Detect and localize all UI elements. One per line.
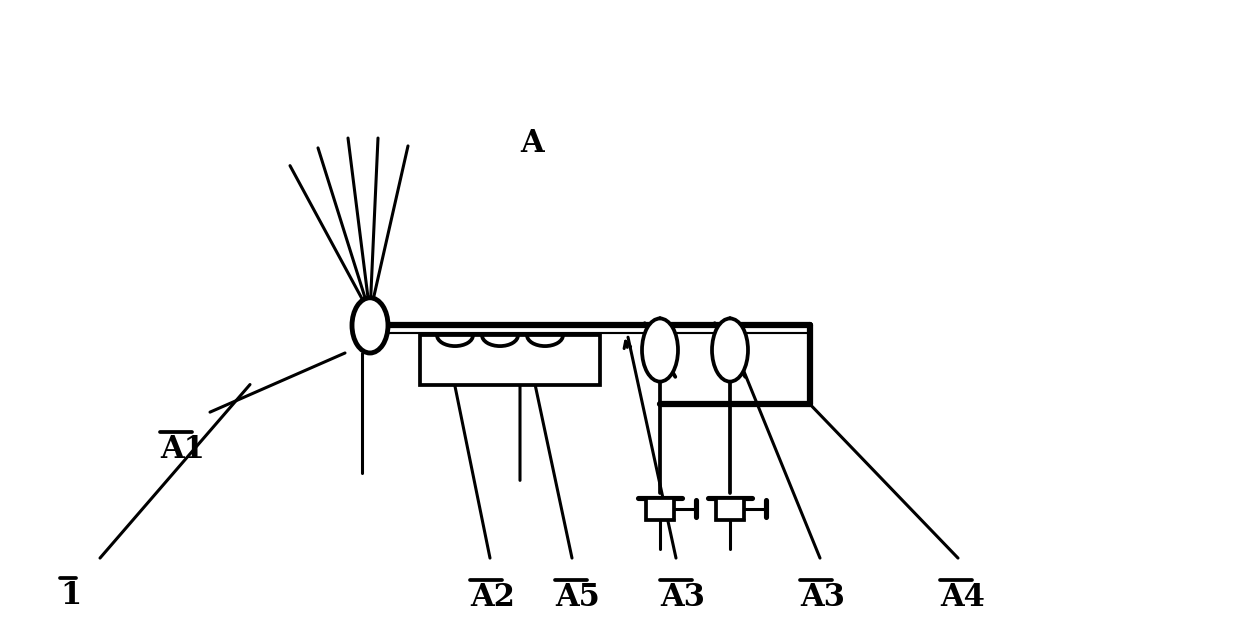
Text: 1: 1	[59, 580, 81, 611]
Ellipse shape	[642, 319, 678, 381]
Bar	[420, 335, 600, 384]
Text: A: A	[520, 128, 544, 159]
Text: A3: A3	[660, 582, 705, 613]
Text: A2: A2	[470, 582, 515, 613]
Bar	[646, 498, 674, 519]
Text: A4: A4	[940, 582, 985, 613]
Ellipse shape	[352, 298, 388, 353]
Bar	[716, 498, 743, 519]
Text: A5: A5	[555, 582, 600, 613]
Text: A1: A1	[160, 434, 204, 465]
Ellipse shape	[712, 319, 748, 381]
Text: A3: A3	[800, 582, 845, 613]
